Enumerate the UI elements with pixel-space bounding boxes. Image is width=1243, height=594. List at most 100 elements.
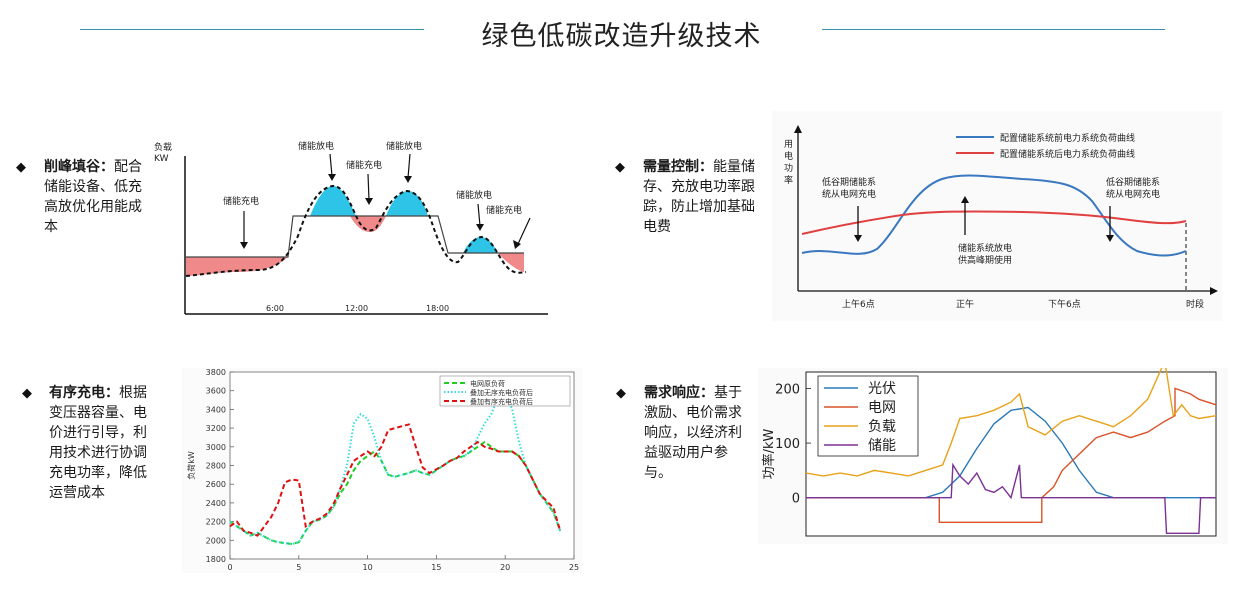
svg-text:用: 用 bbox=[784, 139, 793, 150]
y-tick-label: 2400 bbox=[206, 499, 226, 508]
x-axis-arrowhead bbox=[1210, 287, 1218, 295]
tick-label: 6:00 bbox=[266, 304, 284, 313]
note-mid-line2: 供高峰期使用 bbox=[958, 254, 1012, 266]
y-tick-label: 200 bbox=[775, 382, 800, 397]
section-peak-text: 削峰填谷：配合储能设备、低充高放优化用能成本 bbox=[44, 157, 146, 237]
annotation-arrowhead bbox=[513, 240, 521, 249]
peak-shaving-diagram: 负载 KW 6:00 12:00 18:00 储能充电 储能放电 储能充电 储能… bbox=[154, 140, 548, 315]
x-tick-label: 20 bbox=[500, 563, 510, 572]
load-curve-before bbox=[801, 174, 1187, 257]
legend-label: 叠加无序充电负荷后 bbox=[470, 388, 533, 397]
y-axis-arrowhead bbox=[794, 125, 802, 133]
annotation-label: 储能放电 bbox=[386, 140, 422, 152]
y-tick-label: 3000 bbox=[206, 443, 226, 452]
y-tick-label: 3400 bbox=[206, 405, 226, 414]
page-title: 绿色低碳改造升级技术 bbox=[481, 21, 762, 52]
demand-control-diagram: 用 电 功 率 时段 上午6点 正午 下午6点 配置储能系统前电力系统负荷曲线 … bbox=[784, 125, 1218, 310]
bullet-icon: ◆ bbox=[616, 386, 626, 401]
load-curve-after bbox=[801, 210, 1187, 235]
x-tick-label: 下午6点 bbox=[1048, 298, 1081, 310]
original-load-curve bbox=[185, 184, 527, 277]
flattened-load-line bbox=[186, 215, 524, 258]
x-axis-label: 时段 bbox=[1186, 298, 1204, 310]
annotation-arrowhead bbox=[365, 198, 373, 205]
annotation-label: 储能充电 bbox=[223, 195, 259, 207]
y-axis-label: 负荷kW bbox=[186, 451, 196, 480]
section-demand-response-heading: 需求响应： bbox=[644, 385, 714, 401]
x-tick-label: 25 bbox=[569, 563, 579, 572]
note-left-line2: 统从电网充电 bbox=[822, 188, 876, 200]
y-axis-label: 负载 bbox=[154, 141, 172, 153]
x-tick-label: 10 bbox=[363, 563, 373, 572]
annotation-arrowhead bbox=[328, 174, 336, 181]
legend-label: 电网 bbox=[868, 400, 896, 416]
section-ordered-charging-heading: 有序充电： bbox=[49, 385, 119, 401]
tick-label: 12:00 bbox=[345, 304, 368, 313]
series-line-3 bbox=[229, 423, 562, 537]
section-peak-heading: 削峰填谷： bbox=[44, 159, 114, 175]
annotation-arrow bbox=[329, 153, 333, 177]
series-line-3 bbox=[805, 358, 1217, 477]
note-mid-line1: 储能系统放电 bbox=[958, 242, 1012, 254]
section-demand-response-body: 基于激励、电价需求响应，以经济利益驱动用户参与。 bbox=[644, 385, 742, 481]
annotation-arrowhead bbox=[476, 224, 484, 231]
annotation-arrowhead bbox=[404, 176, 412, 183]
note-mid-arrowhead bbox=[961, 196, 969, 203]
section-ordered-charging-body: 根据变压器容量、电价进行引导，利用技术进行协调充电功率，降低运营成本 bbox=[49, 385, 147, 501]
section-demand-control-body: 能量储存、充放电功率跟踪，防止增加基础电费 bbox=[643, 159, 755, 235]
bullet-icon: ◆ bbox=[615, 160, 625, 175]
svg-text:功: 功 bbox=[784, 163, 793, 174]
bullet-icon: ◆ bbox=[16, 160, 26, 175]
note-left-line1: 低谷期储能系 bbox=[822, 176, 876, 188]
annotation-label: 储能充电 bbox=[486, 204, 522, 216]
legend-label: 储能 bbox=[868, 438, 896, 454]
figure-demand-control: 用 电 功 率 时段 上午6点 正午 下午6点 配置储能系统前电力系统负荷曲线 … bbox=[772, 111, 1222, 321]
y-axis-label: 功率/kW bbox=[761, 428, 777, 479]
section-demand-control-heading: 需量控制： bbox=[643, 159, 713, 175]
annotation-arrow bbox=[477, 203, 481, 227]
y-tick-label: 2000 bbox=[206, 536, 226, 545]
y-axis-label: 用 电 功 率 bbox=[784, 139, 793, 186]
series-line-1 bbox=[806, 406, 1216, 499]
svg-text:率: 率 bbox=[784, 174, 793, 186]
annotation-label: 储能放电 bbox=[298, 140, 334, 152]
y-tick-label: 0 bbox=[792, 492, 800, 507]
series-line-2 bbox=[806, 387, 1217, 524]
svg-text:电: 电 bbox=[784, 150, 793, 162]
section-peak-body: 配合储能设备、低充高放优化用能成本 bbox=[44, 159, 142, 235]
series-line-4 bbox=[806, 462, 1216, 535]
bullet-icon: ◆ bbox=[22, 386, 32, 401]
charge-area-3 bbox=[498, 253, 524, 272]
y-tick-label: 2600 bbox=[206, 480, 226, 489]
x-tick-label: 正午 bbox=[956, 298, 974, 310]
annotation-arrowhead bbox=[240, 242, 248, 249]
section-ordered-charging-text: 有序充电：根据变压器容量、电价进行引导，利用技术进行协调充电功率，降低运营成本 bbox=[49, 383, 153, 503]
note-right-line2: 统从电网充电 bbox=[1106, 188, 1160, 200]
y-tick-label: 2200 bbox=[206, 518, 226, 527]
charge-area-1 bbox=[186, 257, 288, 276]
y-axis-unit: KW bbox=[154, 154, 169, 164]
title-rule-left bbox=[80, 29, 424, 30]
annotation-arrow bbox=[367, 173, 370, 201]
y-tick-label: 3200 bbox=[206, 424, 226, 433]
legend-box bbox=[817, 375, 919, 457]
legend-label-after: 配置储能系统后电力系统负荷曲线 bbox=[1000, 148, 1135, 160]
discharge-area-2 bbox=[386, 191, 428, 216]
legend-label: 叠加有序充电负荷后 bbox=[470, 397, 533, 406]
annotation-label: 储能放电 bbox=[456, 189, 492, 201]
annotation-arrow bbox=[407, 153, 411, 179]
x-tick-label: 上午6点 bbox=[842, 298, 875, 310]
section-demand-control-text: 需量控制：能量储存、充放电功率跟踪，防止增加基础电费 bbox=[643, 157, 757, 237]
legend-label: 光伏 bbox=[868, 381, 896, 397]
tick-label: 18:00 bbox=[426, 304, 449, 313]
y-tick-label: 100 bbox=[775, 437, 800, 452]
figure-peak-shaving: 负载 KW 6:00 12:00 18:00 储能充电 储能放电 储能充电 储能… bbox=[148, 136, 573, 318]
section-demand-response-text: 需求响应：基于激励、电价需求响应，以经济利益驱动用户参与。 bbox=[644, 383, 744, 483]
note-left-arrowhead bbox=[854, 235, 862, 242]
figure-ordered-charging: 1800 2000 2200 2400 2600 2800 3000 3200 3400 3600… bbox=[182, 368, 582, 573]
note-right-arrowhead bbox=[1106, 235, 1114, 242]
legend-label: 负载 bbox=[868, 419, 896, 435]
y-tick-label: 3600 bbox=[206, 387, 226, 396]
figure-demand-response: 0 100 200 功率/kW 光伏电网负载储能 bbox=[758, 358, 1228, 544]
note-right-line1: 低谷期储能系 bbox=[1106, 176, 1160, 188]
